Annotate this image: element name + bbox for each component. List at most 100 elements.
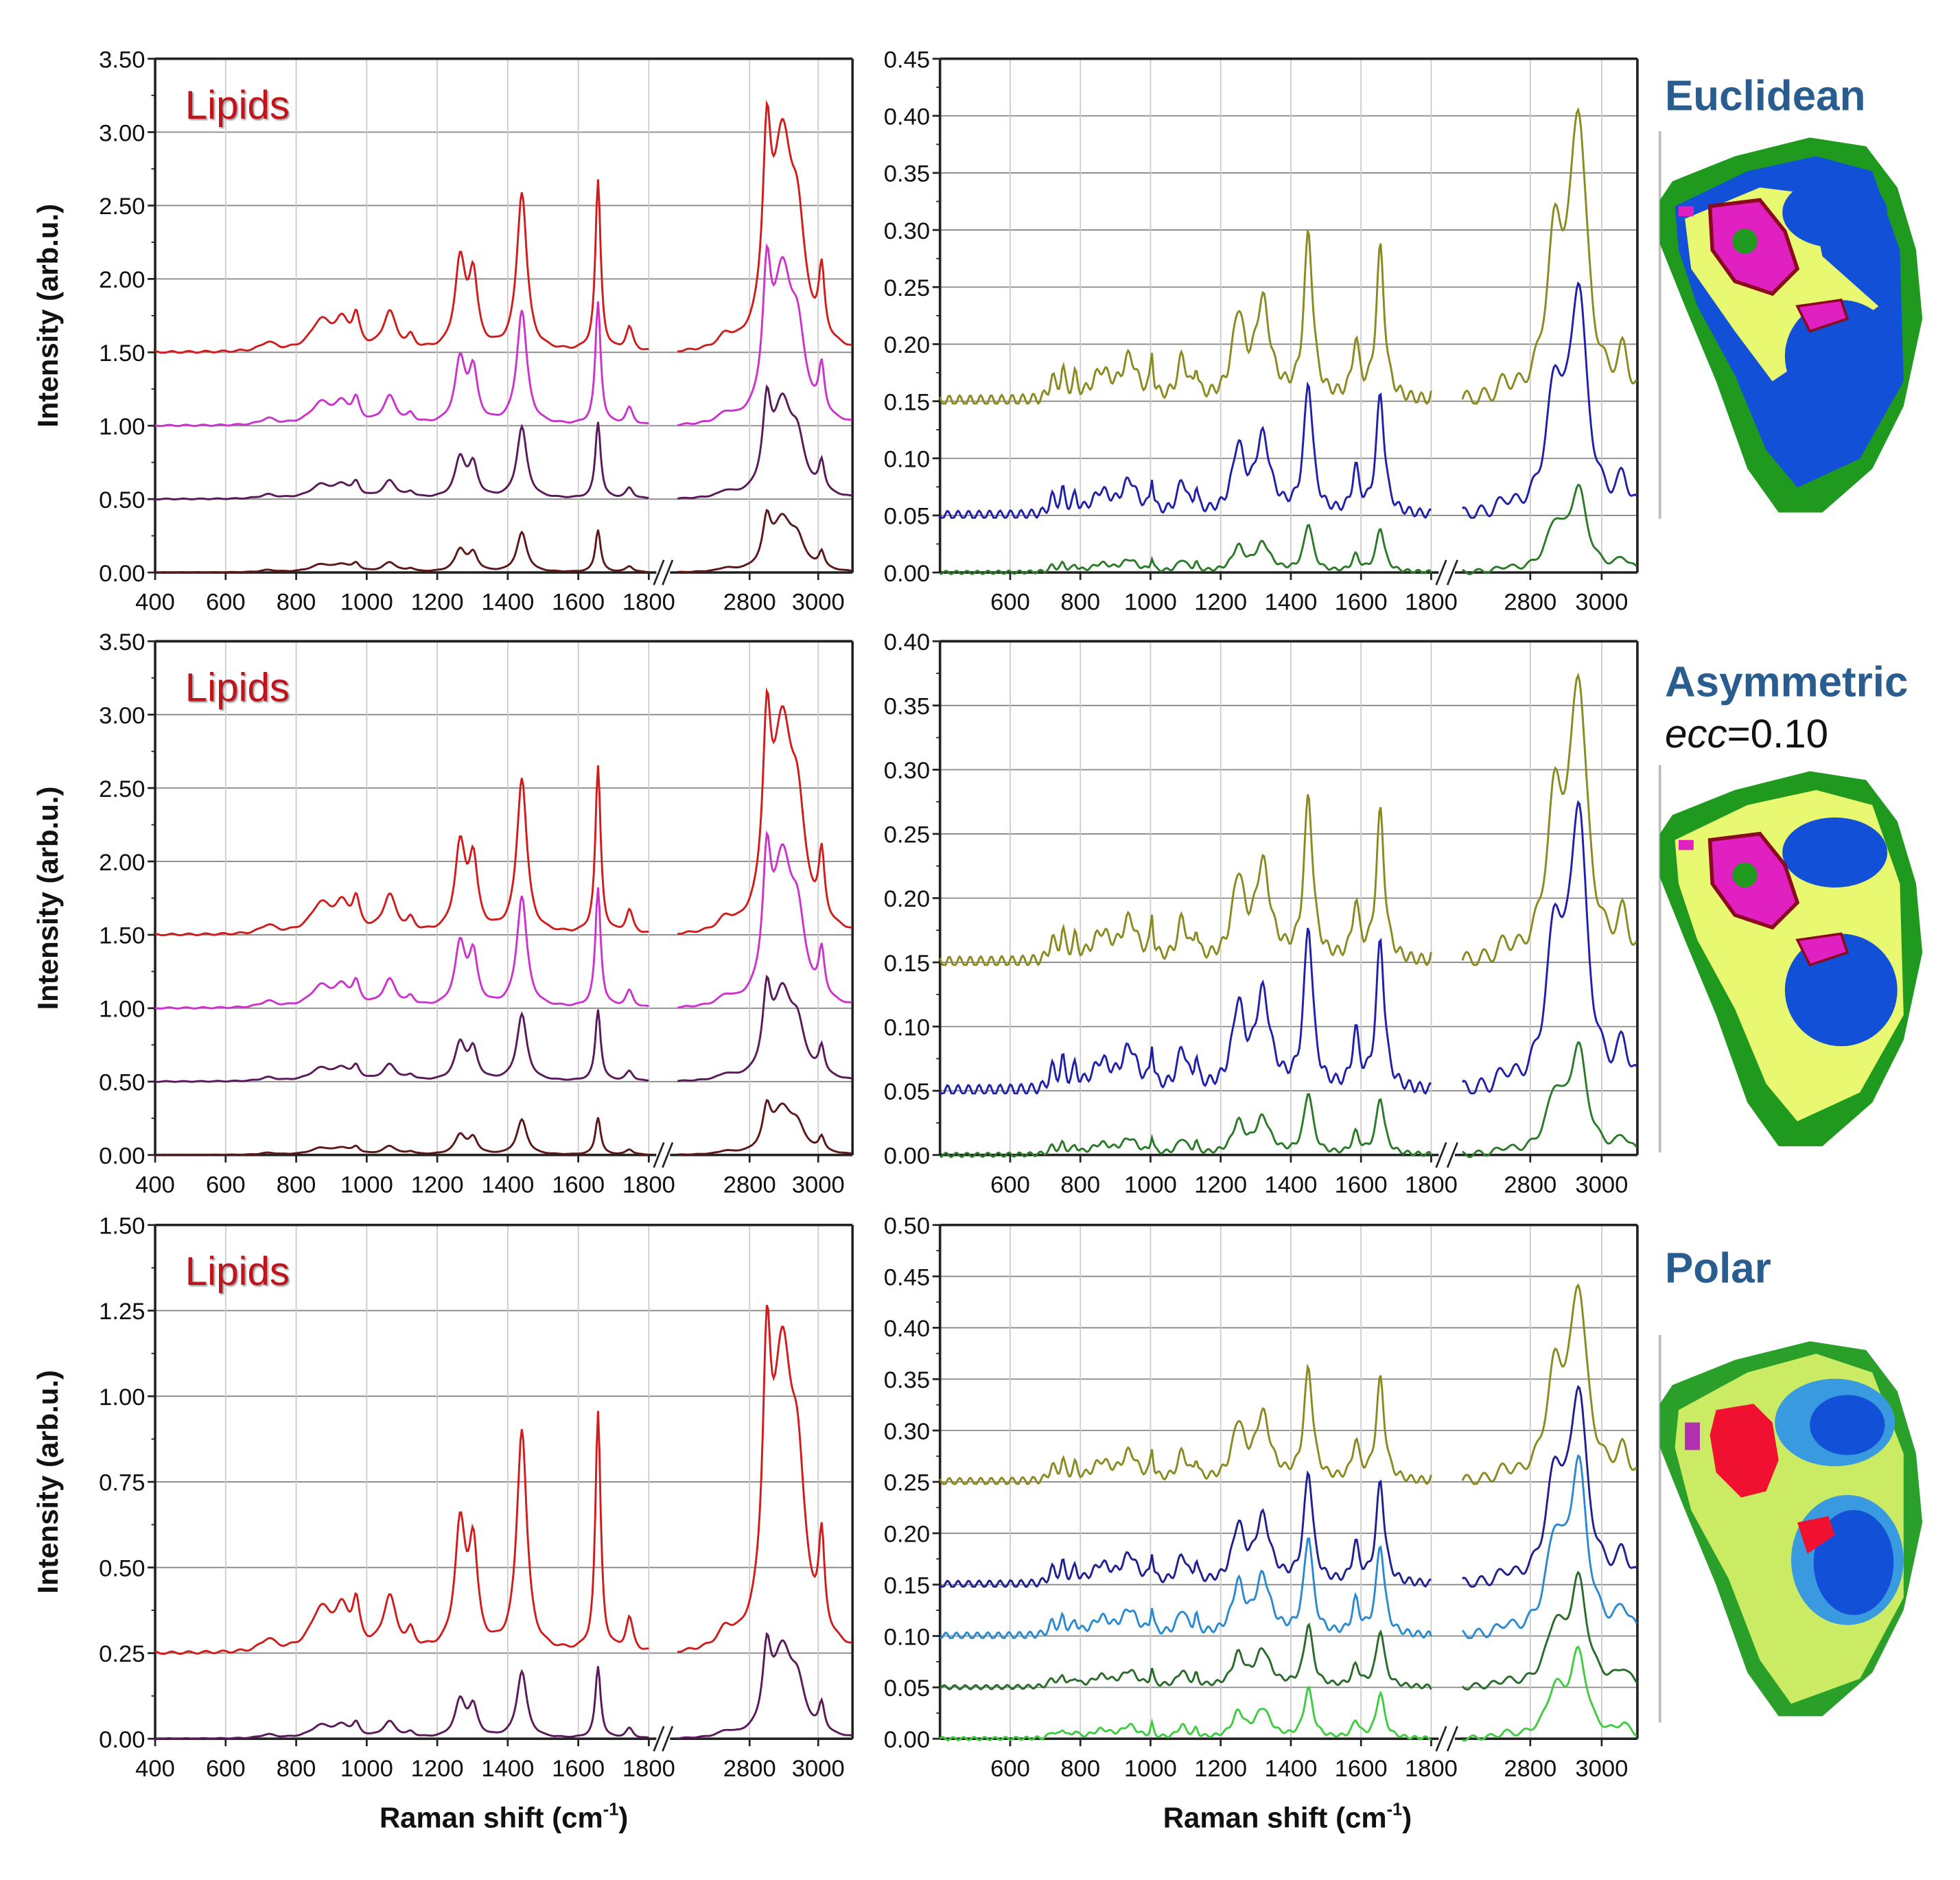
series-line	[940, 1093, 1432, 1159]
series-line	[1462, 1645, 1637, 1742]
x-tick-label: 600	[990, 1756, 1030, 1782]
y-tick-label: 0.00	[884, 1727, 930, 1753]
y-tick-label: 0.20	[884, 332, 930, 358]
series-line	[1461, 1454, 1638, 1639]
lipid-cluster	[1795, 932, 1850, 967]
x-tick-label: 1600	[552, 590, 605, 616]
y-tick-label: 0.35	[884, 1367, 930, 1393]
series-line	[154, 887, 649, 1010]
series-line	[939, 1622, 1432, 1691]
x-tick-label: 1200	[411, 1756, 464, 1782]
x-tick-label: 3000	[792, 1756, 845, 1782]
y-tick-label: 1.00	[99, 414, 145, 440]
series-line	[677, 243, 852, 426]
y-tick-label: 0.15	[884, 1573, 930, 1599]
x-tick-label: 1000	[340, 1172, 393, 1198]
y-tick-label: 0.05	[884, 504, 930, 530]
y-tick-label: 0.20	[884, 886, 930, 912]
y-tick-label: 0.05	[884, 1675, 930, 1702]
y-axis-label: Intensity (arb.u.)	[32, 204, 64, 428]
x-label-text: Raman shift (cm	[380, 1802, 603, 1834]
axis-break-mark	[653, 559, 674, 585]
inner-green-spot	[1732, 862, 1758, 888]
nucleus	[1782, 177, 1888, 248]
x-tick-label: 1600	[552, 1756, 605, 1782]
x-tick-label: 1200	[1194, 1756, 1247, 1782]
y-tick-label: 0.45	[884, 47, 930, 73]
eccentricity-label: ecc=0.10	[1665, 712, 1828, 756]
y-tick-label: 0.00	[99, 1143, 145, 1169]
series-line	[939, 1363, 1432, 1485]
y-tick-label: 2.50	[99, 776, 145, 802]
x-tick-label: 1800	[1405, 1756, 1458, 1782]
series-line	[155, 1117, 649, 1157]
y-tick-label: 0.35	[884, 694, 930, 720]
nucleus-inner	[1810, 1395, 1885, 1455]
x-label-superscript: -1	[603, 1800, 619, 1819]
series-line	[154, 301, 649, 428]
series-line	[939, 1470, 1432, 1588]
magenta-cluster	[1685, 1422, 1700, 1450]
series-line	[154, 1411, 649, 1655]
series-line	[1462, 281, 1637, 519]
series-line	[154, 1009, 649, 1083]
map-title-polar: Polar	[1665, 1244, 1771, 1292]
series-line	[154, 1666, 649, 1741]
x-tick-label: 2800	[723, 1756, 776, 1782]
x-label-end: )	[618, 1802, 628, 1834]
series-line	[154, 765, 649, 936]
x-tick-label: 1000	[1124, 1756, 1177, 1782]
y-tick-label: 0.30	[884, 758, 930, 784]
x-label-end: )	[1402, 1802, 1412, 1834]
x-tick-label: 1400	[481, 1172, 534, 1198]
y-tick-label: 0.75	[99, 1470, 145, 1496]
y-tick-label: 0.30	[884, 1419, 930, 1445]
x-tick-label: 600	[990, 1172, 1030, 1198]
series-line	[677, 1098, 852, 1156]
x-label-superscript: -1	[1387, 1800, 1403, 1819]
axis-break-mark	[1435, 1142, 1458, 1168]
series-line	[1462, 1041, 1638, 1159]
x-axis-label: Raman shift (cm-1)	[1163, 1800, 1412, 1833]
lipid-droplet-region	[1797, 1516, 1835, 1554]
x-tick-label: 800	[1060, 590, 1100, 616]
series-line	[940, 1537, 1432, 1639]
y-tick-label: 0.45	[884, 1264, 930, 1290]
y-tick-label: 0.10	[884, 447, 930, 473]
inner-green-spot	[1732, 229, 1758, 254]
x-tick-label: 400	[135, 1756, 175, 1782]
x-tick-label: 800	[277, 1756, 316, 1782]
y-tick-label: 0.00	[99, 1727, 145, 1753]
chart-row2-mid: 0.00 0.05 0.10 0.15 0.20 0.25 0.30 0.35 0.40 600 8…	[884, 629, 1639, 1198]
series-line	[677, 687, 852, 936]
y-tick-label: 0.25	[884, 822, 930, 848]
y-tick-label: 0.00	[884, 1143, 930, 1169]
x-tick-label: 1400	[481, 590, 534, 616]
y-axis-label: Intensity (arb.u.)	[32, 1370, 64, 1594]
series-line	[1462, 483, 1637, 575]
y-tick-label: 0.30	[884, 218, 930, 244]
series-line	[677, 1304, 852, 1653]
x-tick-label: 2800	[1504, 590, 1556, 616]
ecc-value: =0.10	[1727, 712, 1828, 756]
series-line	[1462, 1384, 1637, 1588]
x-tick-label: 1000	[1124, 590, 1177, 616]
axis-break-mark	[1435, 559, 1458, 585]
x-tick-label: 1600	[1335, 590, 1388, 616]
x-tick-label: 1200	[1194, 590, 1247, 616]
x-tick-label: 3000	[792, 590, 845, 616]
y-tick-label: 0.05	[884, 1079, 930, 1105]
series-line	[677, 831, 852, 1009]
series-line	[1461, 673, 1637, 966]
x-tick-label: 1400	[1264, 590, 1317, 616]
y-tick-label: 0.40	[884, 104, 930, 130]
series-line	[939, 230, 1432, 406]
y-tick-label: 0.20	[884, 1522, 930, 1548]
y-tick-label: 0.40	[884, 1316, 930, 1342]
y-tick-label: 1.00	[99, 997, 145, 1023]
x-tick-label: 1000	[340, 590, 393, 616]
series-line	[677, 509, 852, 573]
y-tick-label: 0.40	[884, 629, 930, 655]
